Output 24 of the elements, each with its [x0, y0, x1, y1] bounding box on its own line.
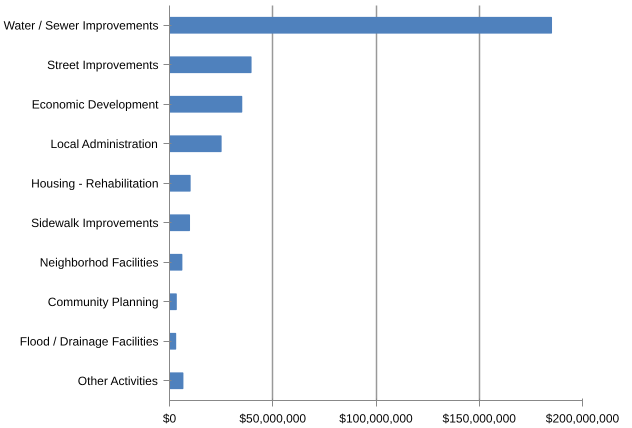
- bar: [170, 254, 182, 271]
- bar: [170, 214, 190, 232]
- y-tick-label: Flood / Drainage Facilities: [20, 334, 159, 348]
- x-tick-label: $150,000,000: [442, 412, 516, 426]
- bar: [170, 293, 177, 310]
- y-tick-label: Housing - Rehabilitation: [31, 176, 158, 190]
- y-tick-label: Community Planning: [48, 294, 158, 309]
- y-tick-label: Economic Development: [32, 97, 160, 112]
- y-tick-label: Sidewalk Improvements: [31, 216, 159, 230]
- x-tick-label: $100,000,000: [339, 412, 414, 426]
- x-tick-label: $50,000,000: [239, 412, 306, 426]
- bar: [170, 135, 222, 152]
- y-tick-label: Other Activities: [78, 374, 158, 388]
- y-tick-label: Local Administration: [50, 136, 158, 151]
- bar: [170, 96, 242, 113]
- bar: [170, 174, 191, 192]
- x-tick-label: $200,000,000: [546, 412, 620, 426]
- y-tick-label: Water / Sewer Improvements: [4, 18, 159, 32]
- bar: [170, 56, 252, 74]
- x-tick-label: $0: [162, 412, 176, 426]
- y-tick-label: Street Improvements: [47, 58, 158, 72]
- y-tick-label: Neighborhod Facilities: [40, 255, 159, 270]
- bar: [170, 372, 184, 390]
- bar: [170, 16, 552, 34]
